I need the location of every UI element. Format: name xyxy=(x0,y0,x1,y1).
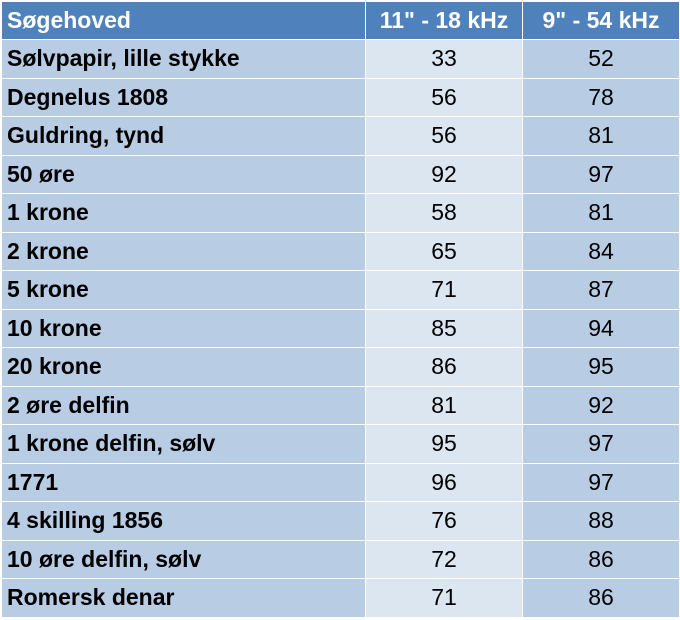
header-row: Søgehoved 11" - 18 kHz 9" - 54 kHz xyxy=(1,1,680,40)
value-cell-18khz: 71 xyxy=(365,578,523,618)
value-cell-54khz: 52 xyxy=(522,39,680,79)
value-cell-54khz: 94 xyxy=(522,308,680,348)
value-cell-18khz: 86 xyxy=(365,347,523,387)
value-cell-18khz: 56 xyxy=(365,116,523,156)
row-label-cell: Sølvpapir, lille stykke xyxy=(1,39,366,79)
row-label-cell: 1 krone delfin, sølv xyxy=(1,424,366,464)
row-label-cell: 5 krone xyxy=(1,270,366,310)
row-label-cell: 50 øre xyxy=(1,154,366,194)
table-row: Degnelus 1808 56 78 xyxy=(1,77,680,117)
value-cell-54khz: 95 xyxy=(522,347,680,387)
table-header: Søgehoved 11" - 18 kHz 9" - 54 kHz xyxy=(1,1,680,40)
value-cell-54khz: 86 xyxy=(522,578,680,618)
value-cell-18khz: 56 xyxy=(365,77,523,117)
table-row: 20 krone 86 95 xyxy=(1,347,680,387)
value-cell-18khz: 92 xyxy=(365,154,523,194)
table-row: 1 krone delfin, sølv 95 97 xyxy=(1,424,680,464)
row-label-cell: Degnelus 1808 xyxy=(1,77,366,117)
header-cell-18khz: 11" - 18 kHz xyxy=(365,1,523,40)
table-row: 2 øre delfin 81 92 xyxy=(1,385,680,425)
row-label-cell: 2 krone xyxy=(1,231,366,271)
value-cell-54khz: 81 xyxy=(522,116,680,156)
row-label-cell: 4 skilling 1856 xyxy=(1,501,366,541)
value-cell-54khz: 97 xyxy=(522,462,680,502)
table-row: 5 krone 71 87 xyxy=(1,270,680,310)
value-cell-54khz: 97 xyxy=(522,154,680,194)
table-row: Guldring, tynd 56 81 xyxy=(1,116,680,156)
row-label-cell: 10 øre delfin, sølv xyxy=(1,539,366,579)
header-cell-coil: Søgehoved xyxy=(1,1,366,40)
table-row: 50 øre 92 97 xyxy=(1,154,680,194)
table-row: 1771 96 97 xyxy=(1,462,680,502)
table-row: Sølvpapir, lille stykke 33 52 xyxy=(1,39,680,79)
row-label-cell: 2 øre delfin xyxy=(1,385,366,425)
row-label-cell: 20 krone xyxy=(1,347,366,387)
value-cell-18khz: 72 xyxy=(365,539,523,579)
row-label-cell: 1 krone xyxy=(1,193,366,233)
value-cell-18khz: 96 xyxy=(365,462,523,502)
value-cell-54khz: 78 xyxy=(522,77,680,117)
value-cell-18khz: 33 xyxy=(365,39,523,79)
value-cell-54khz: 97 xyxy=(522,424,680,464)
value-cell-54khz: 84 xyxy=(522,231,680,271)
value-cell-54khz: 92 xyxy=(522,385,680,425)
table-row: 4 skilling 1856 76 88 xyxy=(1,501,680,541)
value-cell-18khz: 71 xyxy=(365,270,523,310)
value-cell-18khz: 81 xyxy=(365,385,523,425)
value-cell-18khz: 85 xyxy=(365,308,523,348)
value-cell-54khz: 87 xyxy=(522,270,680,310)
row-label-cell: Romersk denar xyxy=(1,578,366,618)
value-cell-54khz: 86 xyxy=(522,539,680,579)
value-cell-18khz: 95 xyxy=(365,424,523,464)
row-label-cell: Guldring, tynd xyxy=(1,116,366,156)
table-row: Romersk denar 71 86 xyxy=(1,578,680,618)
table-row: 2 krone 65 84 xyxy=(1,231,680,271)
value-cell-54khz: 88 xyxy=(522,501,680,541)
value-cell-18khz: 76 xyxy=(365,501,523,541)
table-row: 10 øre delfin, sølv 72 86 xyxy=(1,539,680,579)
value-cell-18khz: 65 xyxy=(365,231,523,271)
value-cell-54khz: 81 xyxy=(522,193,680,233)
table-row: 1 krone 58 81 xyxy=(1,193,680,233)
table-body: Sølvpapir, lille stykke 33 52 Degnelus 1808… xyxy=(1,39,680,618)
row-label-cell: 1771 xyxy=(1,462,366,502)
table-row: 10 krone 85 94 xyxy=(1,308,680,348)
value-cell-18khz: 58 xyxy=(365,193,523,233)
header-cell-54khz: 9" - 54 kHz xyxy=(522,1,680,40)
row-label-cell: 10 krone xyxy=(1,308,366,348)
